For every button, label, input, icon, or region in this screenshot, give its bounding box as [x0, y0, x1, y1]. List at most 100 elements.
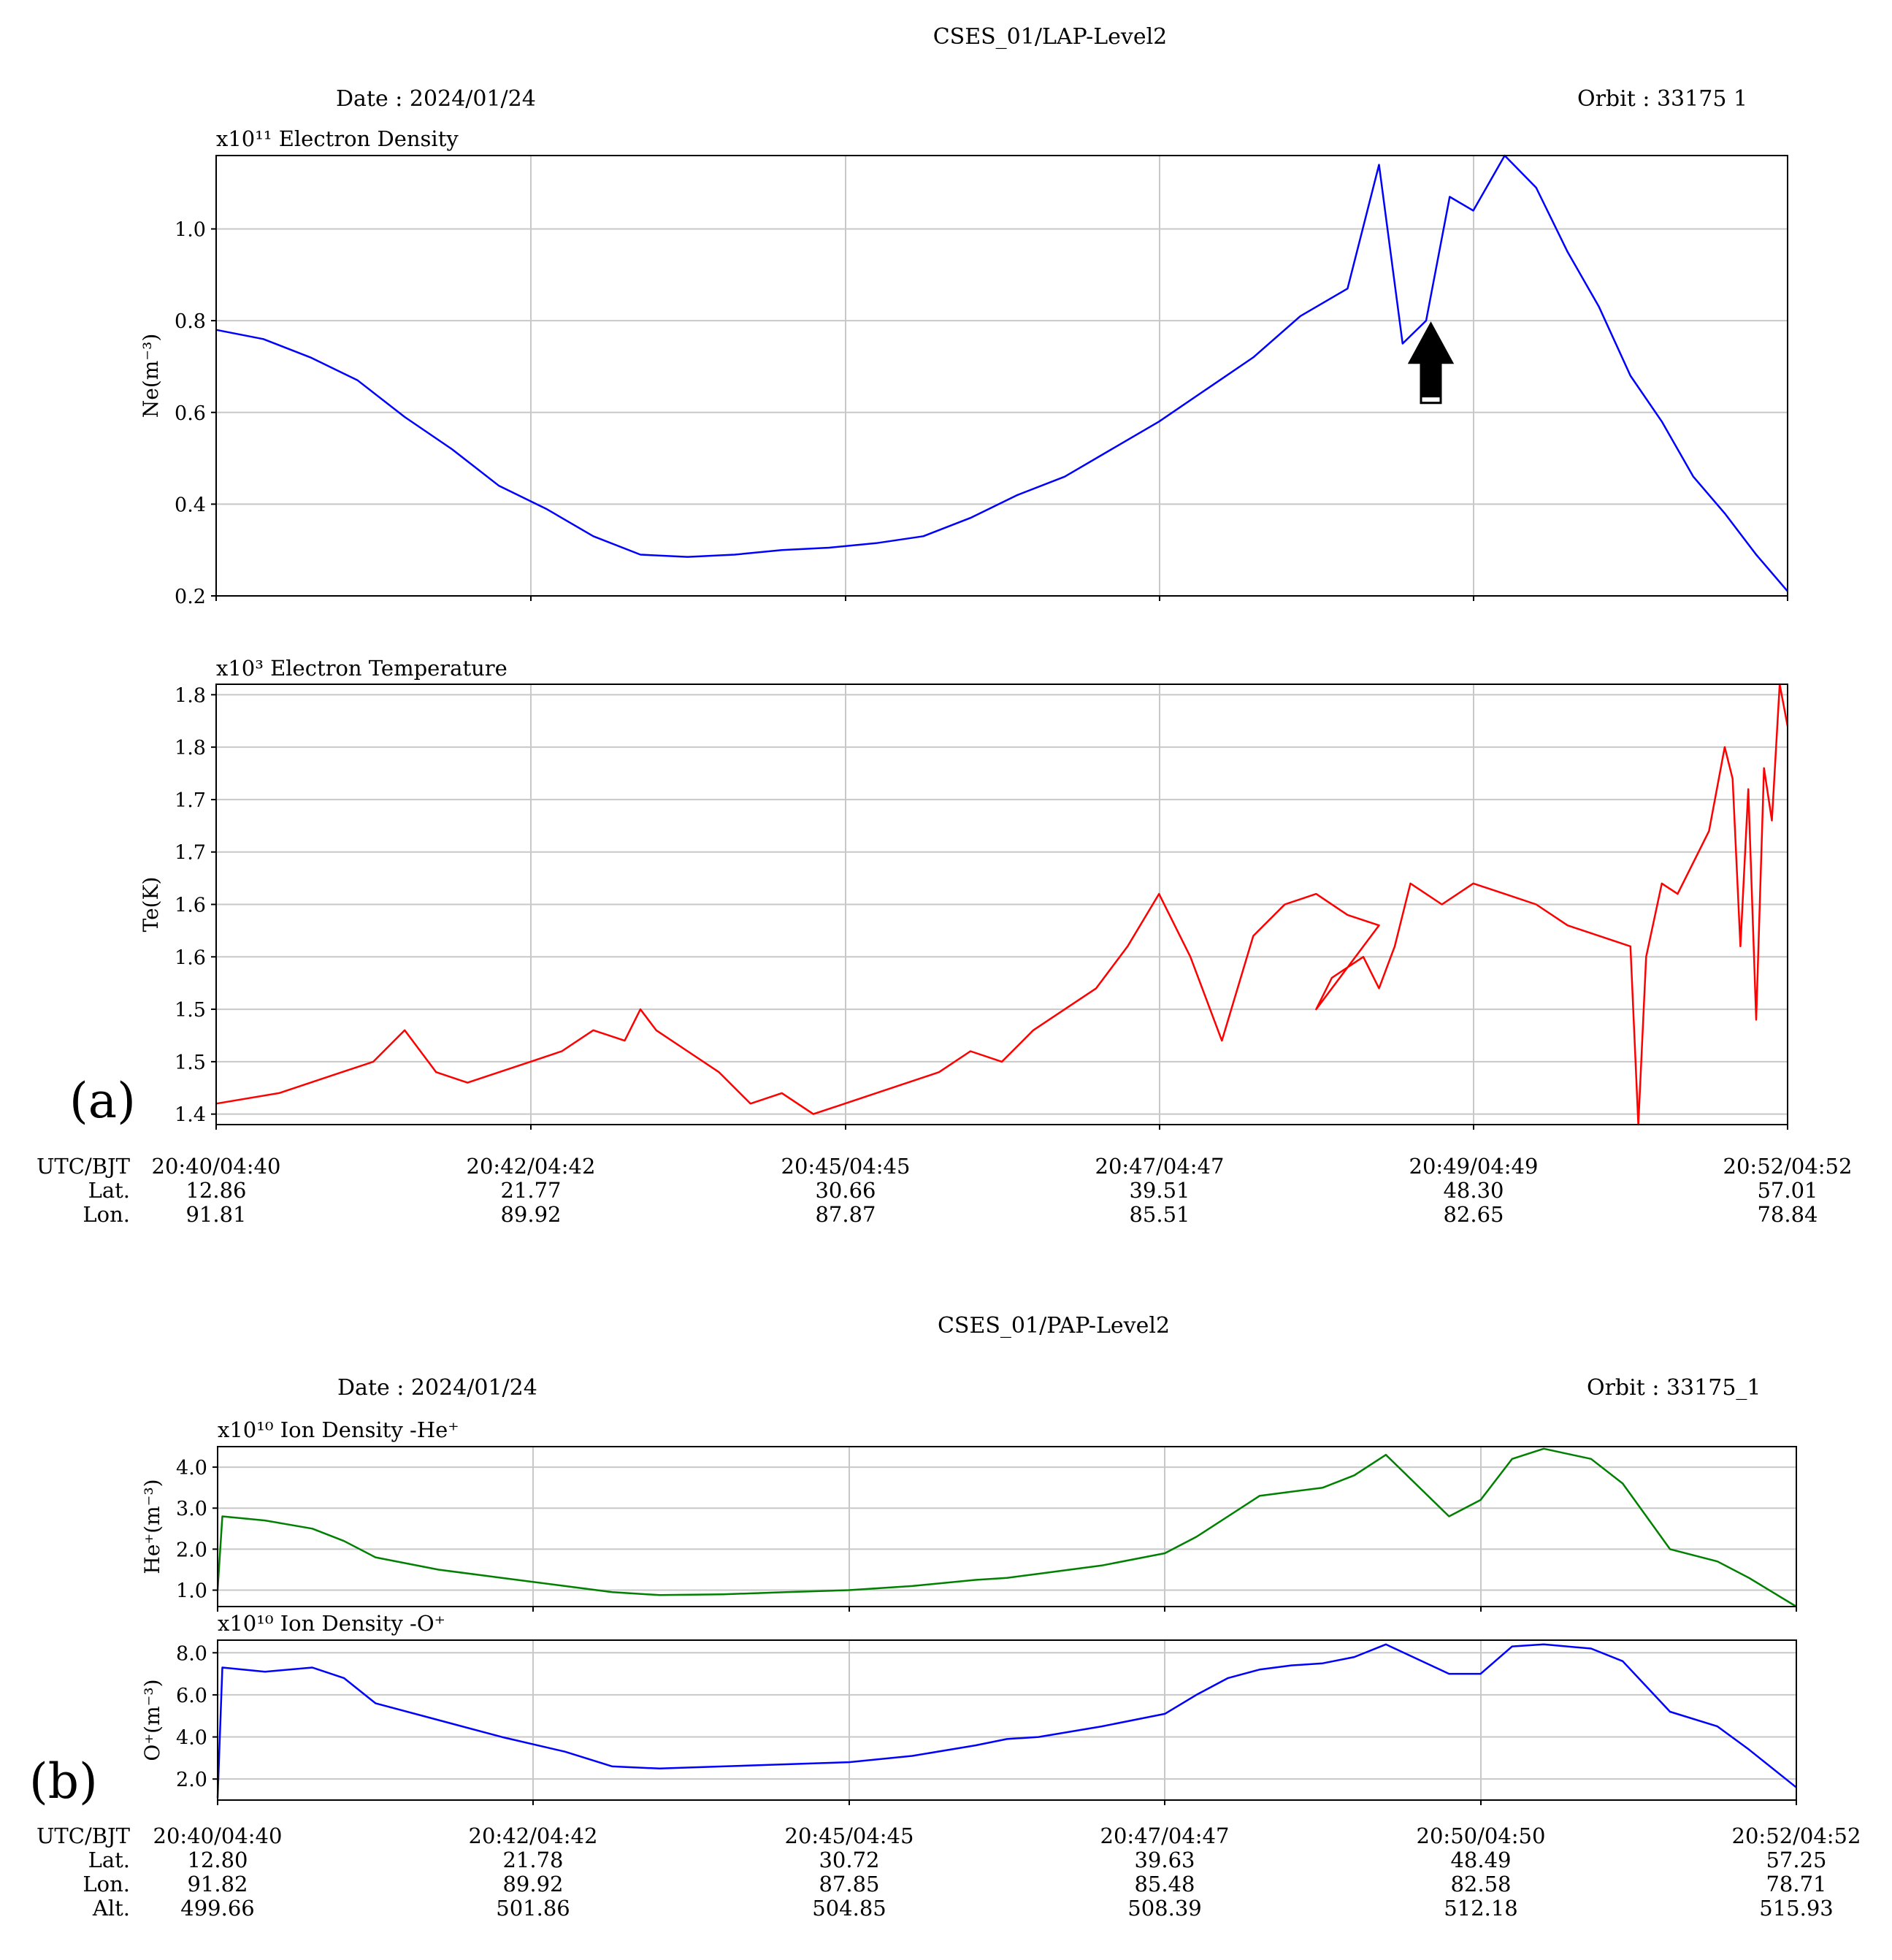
arrow-base-mark [1422, 397, 1440, 402]
footer-cell: 501.86 [496, 1896, 570, 1921]
electron-density-chart: 0.2 0.4 0.6 0.8 1.0 x10¹¹ Electron Density Ne(… [139, 126, 1788, 608]
y-tick-label: 1.8 [175, 737, 206, 759]
y-tick-label: 1.5 [175, 999, 206, 1022]
footer-row-label: Lon. [83, 1202, 130, 1227]
y-tick-label: 1.7 [175, 842, 206, 865]
data-series-line [215, 154, 1788, 592]
footer-row-label: Lat. [88, 1178, 130, 1203]
footer-cell: 21.77 [500, 1178, 561, 1203]
footer-cell: 89.92 [502, 1872, 563, 1896]
footer-cell: 512.18 [1444, 1896, 1517, 1921]
y-axis-label: Ne(m⁻³) [139, 334, 163, 418]
footer-row-label: Lon. [83, 1872, 130, 1896]
footer-cell: 85.51 [1129, 1202, 1190, 1227]
y-tick-label: 2.0 [176, 1769, 207, 1791]
footer-cell: 20:42/04:42 [467, 1154, 596, 1179]
footer-cell: 20:42/04:42 [469, 1823, 598, 1848]
plot-frame [215, 155, 1788, 597]
plot-frame [215, 684, 1788, 1125]
chart-title: x10¹¹ Electron Density [216, 126, 459, 151]
footer-cell: 30.66 [815, 1178, 876, 1203]
panel-b-date: Date : 2024/01/24 [337, 1375, 537, 1401]
y-tick-label: 2.0 [176, 1539, 207, 1561]
footer-cell: 48.30 [1443, 1178, 1504, 1203]
footer-cell: 91.82 [187, 1872, 248, 1896]
footer-cell: 20:45/04:45 [785, 1823, 914, 1848]
y-tick-label: 1.8 [175, 684, 206, 707]
panel-a-title: CSES_01/LAP-Level2 [933, 24, 1168, 50]
footer-cell: 20:52/04:52 [1723, 1154, 1853, 1179]
y-axis-label: He⁺(m⁻³) [140, 1479, 164, 1574]
footer-cell: 20:45/04:45 [781, 1154, 911, 1179]
panel-a-label: (a) [69, 1073, 136, 1129]
data-series-line [215, 683, 1789, 1126]
footer-cell: 20:50/04:50 [1417, 1823, 1546, 1848]
y-tick-label: 4.0 [176, 1457, 207, 1479]
footer-cell: 82.58 [1450, 1872, 1511, 1896]
panel-a-orbit: Orbit : 33175 1 [1577, 86, 1747, 112]
y-tick-label: 1.6 [175, 895, 206, 917]
y-tick-label: 1.5 [175, 1052, 206, 1074]
footer-cell: 20:52/04:52 [1732, 1823, 1861, 1848]
footer-cell: 82.65 [1443, 1202, 1504, 1227]
footer-cell: 87.85 [819, 1872, 879, 1896]
up-arrow-icon [1407, 321, 1455, 405]
electron-temperature-chart: 1.4 1.5 1.5 1.6 1.6 1.7 1.7 1.8 1.8 x10³ Electron… [139, 656, 1789, 1130]
footer-cell: 20:47/04:47 [1095, 1154, 1225, 1179]
chart-title: x10¹⁰ Ion Density -O⁺ [218, 1611, 445, 1636]
footer-cell: 20:40/04:40 [153, 1823, 283, 1848]
footer-cell: 30.72 [819, 1848, 879, 1872]
footer-cell: 39.63 [1134, 1848, 1195, 1872]
footer-cell: 89.92 [500, 1202, 561, 1227]
y-axis-label: Te(K) [139, 877, 163, 933]
footer-cell: 57.01 [1757, 1178, 1818, 1203]
panel-b-label: (b) [29, 1753, 98, 1810]
y-tick-label: 0.6 [175, 402, 206, 425]
footer-cell: 39.51 [1129, 1178, 1190, 1203]
y-tick-label: 1.0 [175, 219, 206, 242]
footer-cell: 515.93 [1759, 1896, 1833, 1921]
footer-cell: 20:49/04:49 [1409, 1154, 1539, 1179]
panel-a-date: Date : 2024/01/24 [336, 86, 536, 112]
footer-row-label: Alt. [92, 1896, 130, 1921]
footer-cell: 20:40/04:40 [152, 1154, 281, 1179]
footer-cell: 20:47/04:47 [1100, 1823, 1230, 1848]
footer-cell: 12.80 [187, 1848, 248, 1872]
y-tick-label: 3.0 [176, 1498, 207, 1520]
plot-frame [217, 1639, 1797, 1801]
footer-cell: 21.78 [502, 1848, 563, 1872]
chart-title: x10¹⁰ Ion Density -He⁺ [218, 1417, 459, 1442]
o-ion-density-chart: 2.0 4.0 6.0 8.0 x10¹⁰ Ion Density -O⁺ O⁺(m⁻³) [140, 1611, 1797, 1805]
footer-row-label: UTC/BJT [37, 1154, 131, 1179]
plot-frame [217, 1446, 1797, 1607]
y-tick-label: 1.7 [175, 789, 206, 812]
data-series-line [216, 1447, 1797, 1608]
y-tick-label: 0.8 [175, 310, 206, 333]
he-ion-density-chart: 1.0 2.0 3.0 4.0 x10¹⁰ Ion Density -He⁺ He⁺(m⁻… [140, 1417, 1797, 1612]
y-tick-label: 4.0 [176, 1727, 207, 1750]
footer-cell: 499.66 [180, 1896, 254, 1921]
footer-cell: 12.86 [185, 1178, 246, 1203]
footer-cell: 87.87 [815, 1202, 876, 1227]
footer-cell: 78.84 [1757, 1202, 1818, 1227]
panel-b-title: CSES_01/PAP-Level2 [938, 1313, 1170, 1339]
footer-cell: 85.48 [1134, 1872, 1195, 1896]
y-tick-label: 0.4 [175, 494, 206, 516]
panel-b-orbit: Orbit : 33175_1 [1587, 1375, 1761, 1401]
y-tick-label: 0.2 [175, 586, 206, 608]
footer-cell: 78.71 [1766, 1872, 1826, 1896]
footer-cell: 91.81 [185, 1202, 246, 1227]
footer-cell: 48.49 [1450, 1848, 1511, 1872]
chart-title: x10³ Electron Temperature [216, 656, 508, 681]
footer-cell: 504.85 [812, 1896, 886, 1921]
footer-row-label: Lat. [88, 1848, 130, 1872]
y-tick-label: 1.4 [175, 1104, 206, 1127]
footer-cell: 57.25 [1766, 1848, 1826, 1872]
footer-cell: 508.39 [1127, 1896, 1201, 1921]
data-series-line [216, 1643, 1797, 1799]
y-tick-label: 6.0 [176, 1685, 207, 1707]
y-tick-label: 8.0 [176, 1642, 207, 1665]
